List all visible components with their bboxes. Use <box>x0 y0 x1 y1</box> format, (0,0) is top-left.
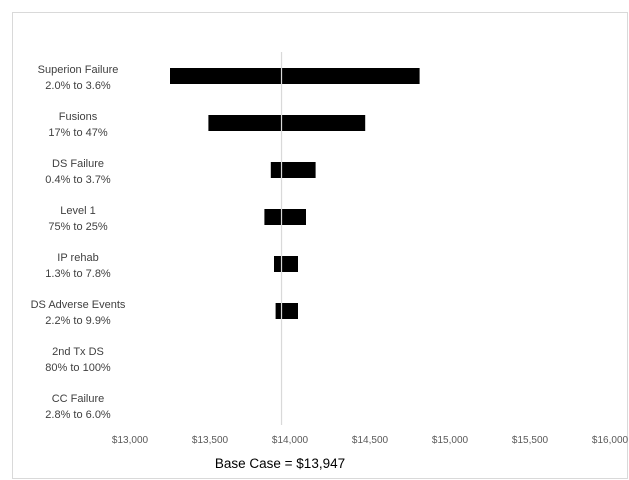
x-axis-ticks: $13,000 $13,500 $14,000 $14,500 $15,000 $15,5… <box>112 435 629 446</box>
bar-ds-adverse-events <box>275 303 298 319</box>
x-tick-label: $15,000 <box>432 435 469 446</box>
bar-ip-rehab <box>274 256 298 272</box>
category-range: 2.8% to 6.0% <box>45 409 111 421</box>
category-range: 1.3% to 7.8% <box>45 268 111 280</box>
category-labels: Superion Failure 2.0% to 3.6% Fusions 17% t… <box>31 64 126 421</box>
category-name: Fusions <box>59 111 98 123</box>
bar-fusions <box>208 115 366 131</box>
bar-level-1 <box>264 209 306 225</box>
category-range: 0.4% to 3.7% <box>45 174 111 186</box>
bar-superion-failure <box>170 68 420 84</box>
category-range: 2.0% to 3.6% <box>45 80 111 92</box>
category-name: DS Failure <box>52 158 104 170</box>
x-tick-label: $13,500 <box>192 435 229 446</box>
bar-ds-failure <box>270 162 316 178</box>
category-range: 80% to 100% <box>45 362 111 374</box>
category-name: Level 1 <box>60 205 95 217</box>
category-name: IP rehab <box>57 252 98 264</box>
x-tick-label: $14,500 <box>352 435 389 446</box>
category-range: 2.2% to 9.9% <box>45 315 111 327</box>
chart-frame <box>12 12 628 479</box>
base-case-label: Base Case = $13,947 <box>215 456 345 471</box>
x-tick-label: $13,000 <box>112 435 149 446</box>
category-range: 17% to 47% <box>48 127 108 139</box>
category-range: 75% to 25% <box>48 221 108 233</box>
category-name: CC Failure <box>52 393 105 405</box>
category-name: 2nd Tx DS <box>52 346 104 358</box>
category-name: DS Adverse Events <box>31 299 126 311</box>
category-name: Superion Failure <box>38 64 119 76</box>
x-tick-label: $14,000 <box>272 435 309 446</box>
bars-layer <box>170 68 420 319</box>
x-tick-label: $16,000 <box>592 435 629 446</box>
x-tick-label: $15,500 <box>512 435 549 446</box>
